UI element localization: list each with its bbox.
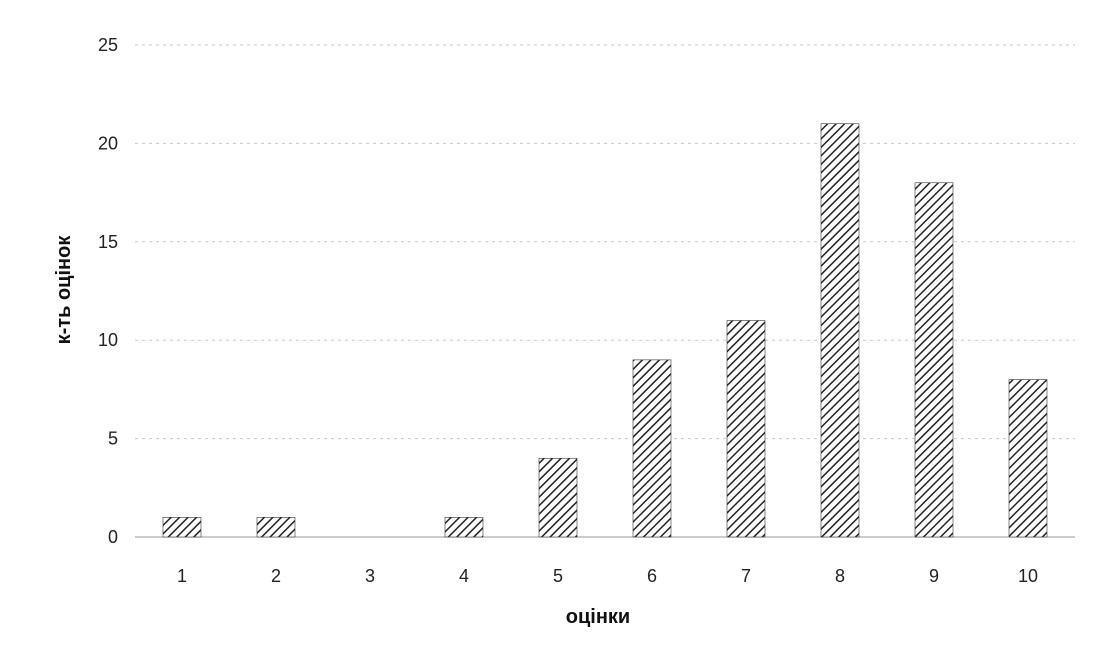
x-tick-label: 8 [835, 566, 845, 586]
bar-1 [162, 517, 202, 538]
x-tick-label: 10 [1018, 566, 1038, 586]
x-tick-label: 1 [177, 566, 187, 586]
x-tick-label: 6 [647, 566, 657, 586]
y-axis-ticks: 0 5 10 15 20 25 [98, 35, 118, 547]
y-tick-label: 20 [98, 133, 118, 153]
bar-2 [256, 517, 296, 538]
bar-6 [632, 359, 672, 538]
bars [162, 123, 1048, 538]
y-tick-label: 0 [108, 527, 118, 547]
x-tick-label: 7 [741, 566, 751, 586]
x-tick-label: 3 [365, 566, 375, 586]
bar-8 [820, 123, 860, 538]
y-tick-label: 10 [98, 330, 118, 350]
bar-4 [444, 517, 484, 538]
x-tick-label: 2 [271, 566, 281, 586]
x-axis-title: оцінки [566, 606, 630, 628]
x-tick-label: 5 [553, 566, 563, 586]
x-tick-label: 9 [929, 566, 939, 586]
y-tick-label: 25 [98, 35, 118, 55]
y-tick-label: 5 [108, 429, 118, 449]
x-axis-ticks: 1 2 3 4 5 6 7 8 9 10 [177, 566, 1038, 586]
bar-5 [538, 457, 578, 538]
bar-9 [914, 182, 954, 538]
bar-10 [1008, 379, 1048, 538]
x-tick-label: 4 [459, 566, 469, 586]
bar-7 [726, 320, 766, 538]
y-tick-label: 15 [98, 232, 118, 252]
y-axis-title: к-ть оцінок [53, 235, 75, 345]
